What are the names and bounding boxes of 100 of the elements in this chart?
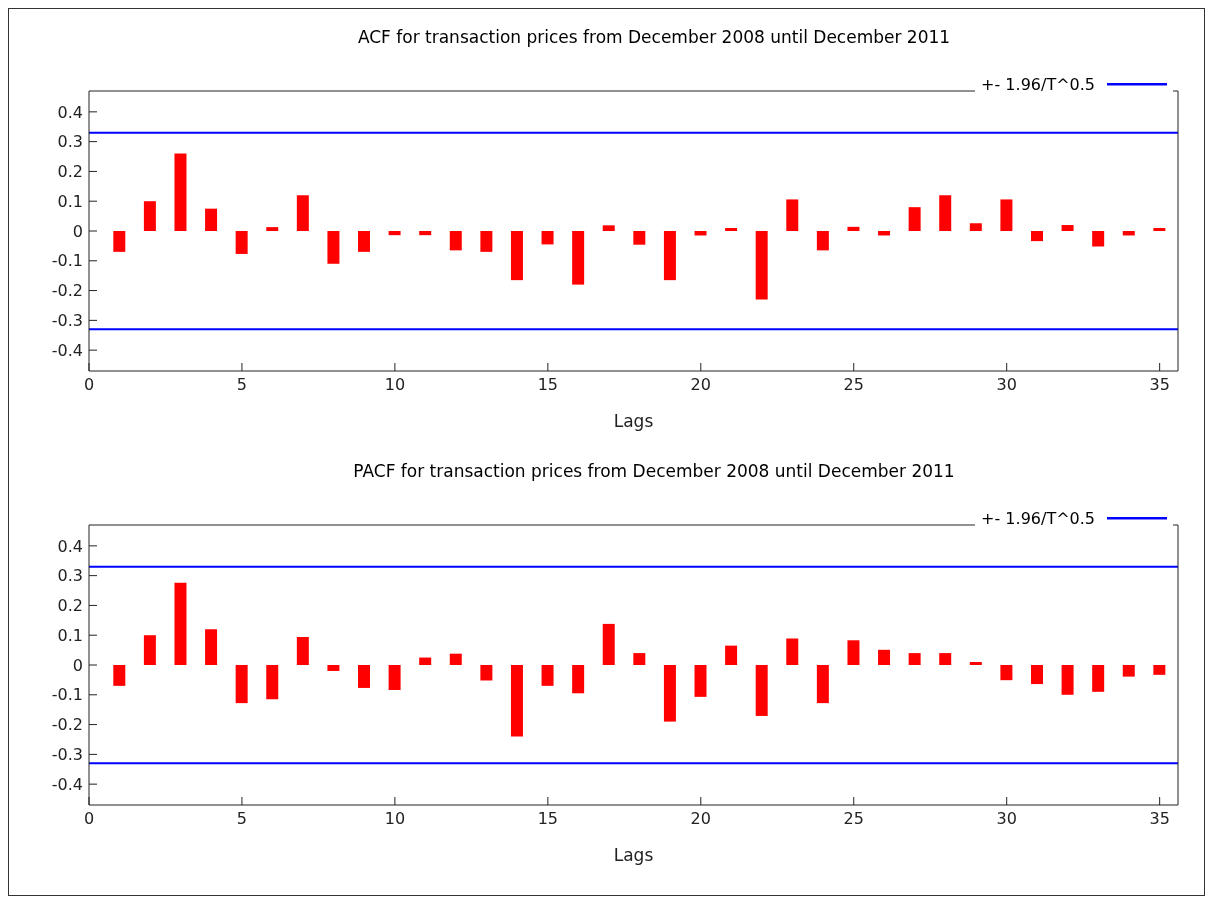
bar: [969, 662, 982, 665]
legend-label: +- 1.96/T^0.5: [981, 75, 1095, 94]
bar: [694, 665, 707, 697]
y-tick-label: 0.4: [57, 102, 83, 122]
bar: [633, 653, 646, 665]
bar: [969, 223, 982, 231]
bar: [1061, 665, 1074, 695]
x-tick-label: 15: [537, 809, 559, 829]
x-tick-label: 10: [384, 809, 406, 829]
bar: [572, 231, 585, 285]
bar: [602, 225, 615, 231]
y-tick-label: 0.1: [57, 191, 83, 211]
bar: [235, 665, 248, 704]
y-tick-label: -0.4: [51, 340, 83, 360]
y-tick-label: 0.2: [57, 596, 83, 616]
bar: [296, 195, 309, 231]
x-tick-label: 35: [1149, 375, 1170, 395]
bar: [847, 226, 860, 231]
bar: [1092, 231, 1105, 247]
bar: [908, 653, 921, 665]
bar: [419, 657, 432, 665]
bar: [143, 635, 156, 665]
x-tick-label: 20: [690, 375, 711, 395]
x-axis-title: Lags: [613, 411, 654, 431]
bar: [174, 153, 187, 231]
y-tick-label: 0: [72, 655, 83, 675]
y-tick-label: 0.3: [57, 132, 83, 152]
y-tick-label: 0: [72, 221, 83, 241]
bar: [602, 623, 615, 665]
bar: [816, 665, 829, 704]
bar: [1030, 665, 1043, 685]
bar: [1092, 665, 1105, 692]
bar: [755, 665, 768, 716]
bar: [663, 665, 676, 722]
bar: [1000, 665, 1013, 681]
x-axis-title: Lags: [613, 845, 654, 865]
x-tick-label: 15: [537, 375, 559, 395]
y-tick-label: -0.2: [51, 281, 83, 301]
bar: [510, 665, 523, 737]
y-tick-label: -0.1: [51, 685, 83, 705]
x-tick-label: 5: [236, 375, 248, 395]
bar: [449, 653, 462, 665]
bar: [266, 227, 279, 231]
x-tick-label: 10: [384, 375, 406, 395]
x-tick-label: 30: [996, 375, 1017, 395]
bar: [847, 640, 860, 665]
y-tick-label: 0.2: [57, 162, 83, 182]
x-tick-label: 35: [1149, 809, 1170, 829]
bar: [908, 207, 921, 231]
bar: [878, 649, 891, 665]
bar: [480, 231, 493, 252]
bar: [388, 665, 401, 691]
bar: [786, 638, 799, 665]
x-tick-label: 30: [996, 809, 1017, 829]
bar: [296, 637, 309, 665]
y-tick-label: 0.3: [57, 566, 83, 586]
bar: [143, 201, 156, 231]
x-tick-label: 20: [690, 809, 711, 829]
bar: [663, 231, 676, 281]
bar: [633, 231, 646, 245]
y-tick-label: -0.4: [51, 774, 83, 794]
bar: [541, 231, 554, 245]
y-tick-label: 0.4: [57, 536, 83, 556]
bar: [541, 665, 554, 686]
bar: [786, 199, 799, 231]
bar: [1061, 225, 1074, 231]
bar: [816, 231, 829, 251]
bar: [358, 665, 371, 688]
bar: [174, 582, 187, 665]
bar: [755, 231, 768, 300]
bar: [327, 231, 340, 264]
x-tick-label: 5: [236, 809, 248, 829]
bar: [113, 665, 126, 686]
y-tick-label: -0.2: [51, 715, 83, 735]
bar: [1153, 228, 1166, 231]
y-tick-label: -0.1: [51, 251, 83, 271]
bar: [725, 228, 738, 231]
bar: [113, 231, 126, 252]
bar: [1000, 199, 1013, 231]
bar: [939, 653, 952, 665]
bar: [358, 231, 371, 252]
y-tick-label: -0.3: [51, 311, 83, 331]
y-tick-label: 0.1: [57, 625, 83, 645]
chart-title: PACF for transaction prices from December 2008 until December 2011: [352, 461, 956, 483]
bar: [1153, 665, 1166, 675]
bar: [1122, 665, 1135, 677]
bar: [388, 231, 401, 236]
bar: [235, 231, 248, 254]
bar: [419, 231, 432, 236]
bar: [510, 231, 523, 281]
bar: [449, 231, 462, 251]
bar: [1030, 231, 1043, 242]
bar: [572, 665, 585, 694]
bar: [480, 665, 493, 681]
bar: [266, 665, 279, 700]
bar: [205, 629, 218, 665]
bar: [205, 208, 218, 231]
legend-label: +- 1.96/T^0.5: [981, 509, 1095, 528]
x-tick-label: 25: [843, 809, 864, 829]
chart-title: ACF for transaction prices from December 2008 until December 2011: [356, 27, 952, 49]
